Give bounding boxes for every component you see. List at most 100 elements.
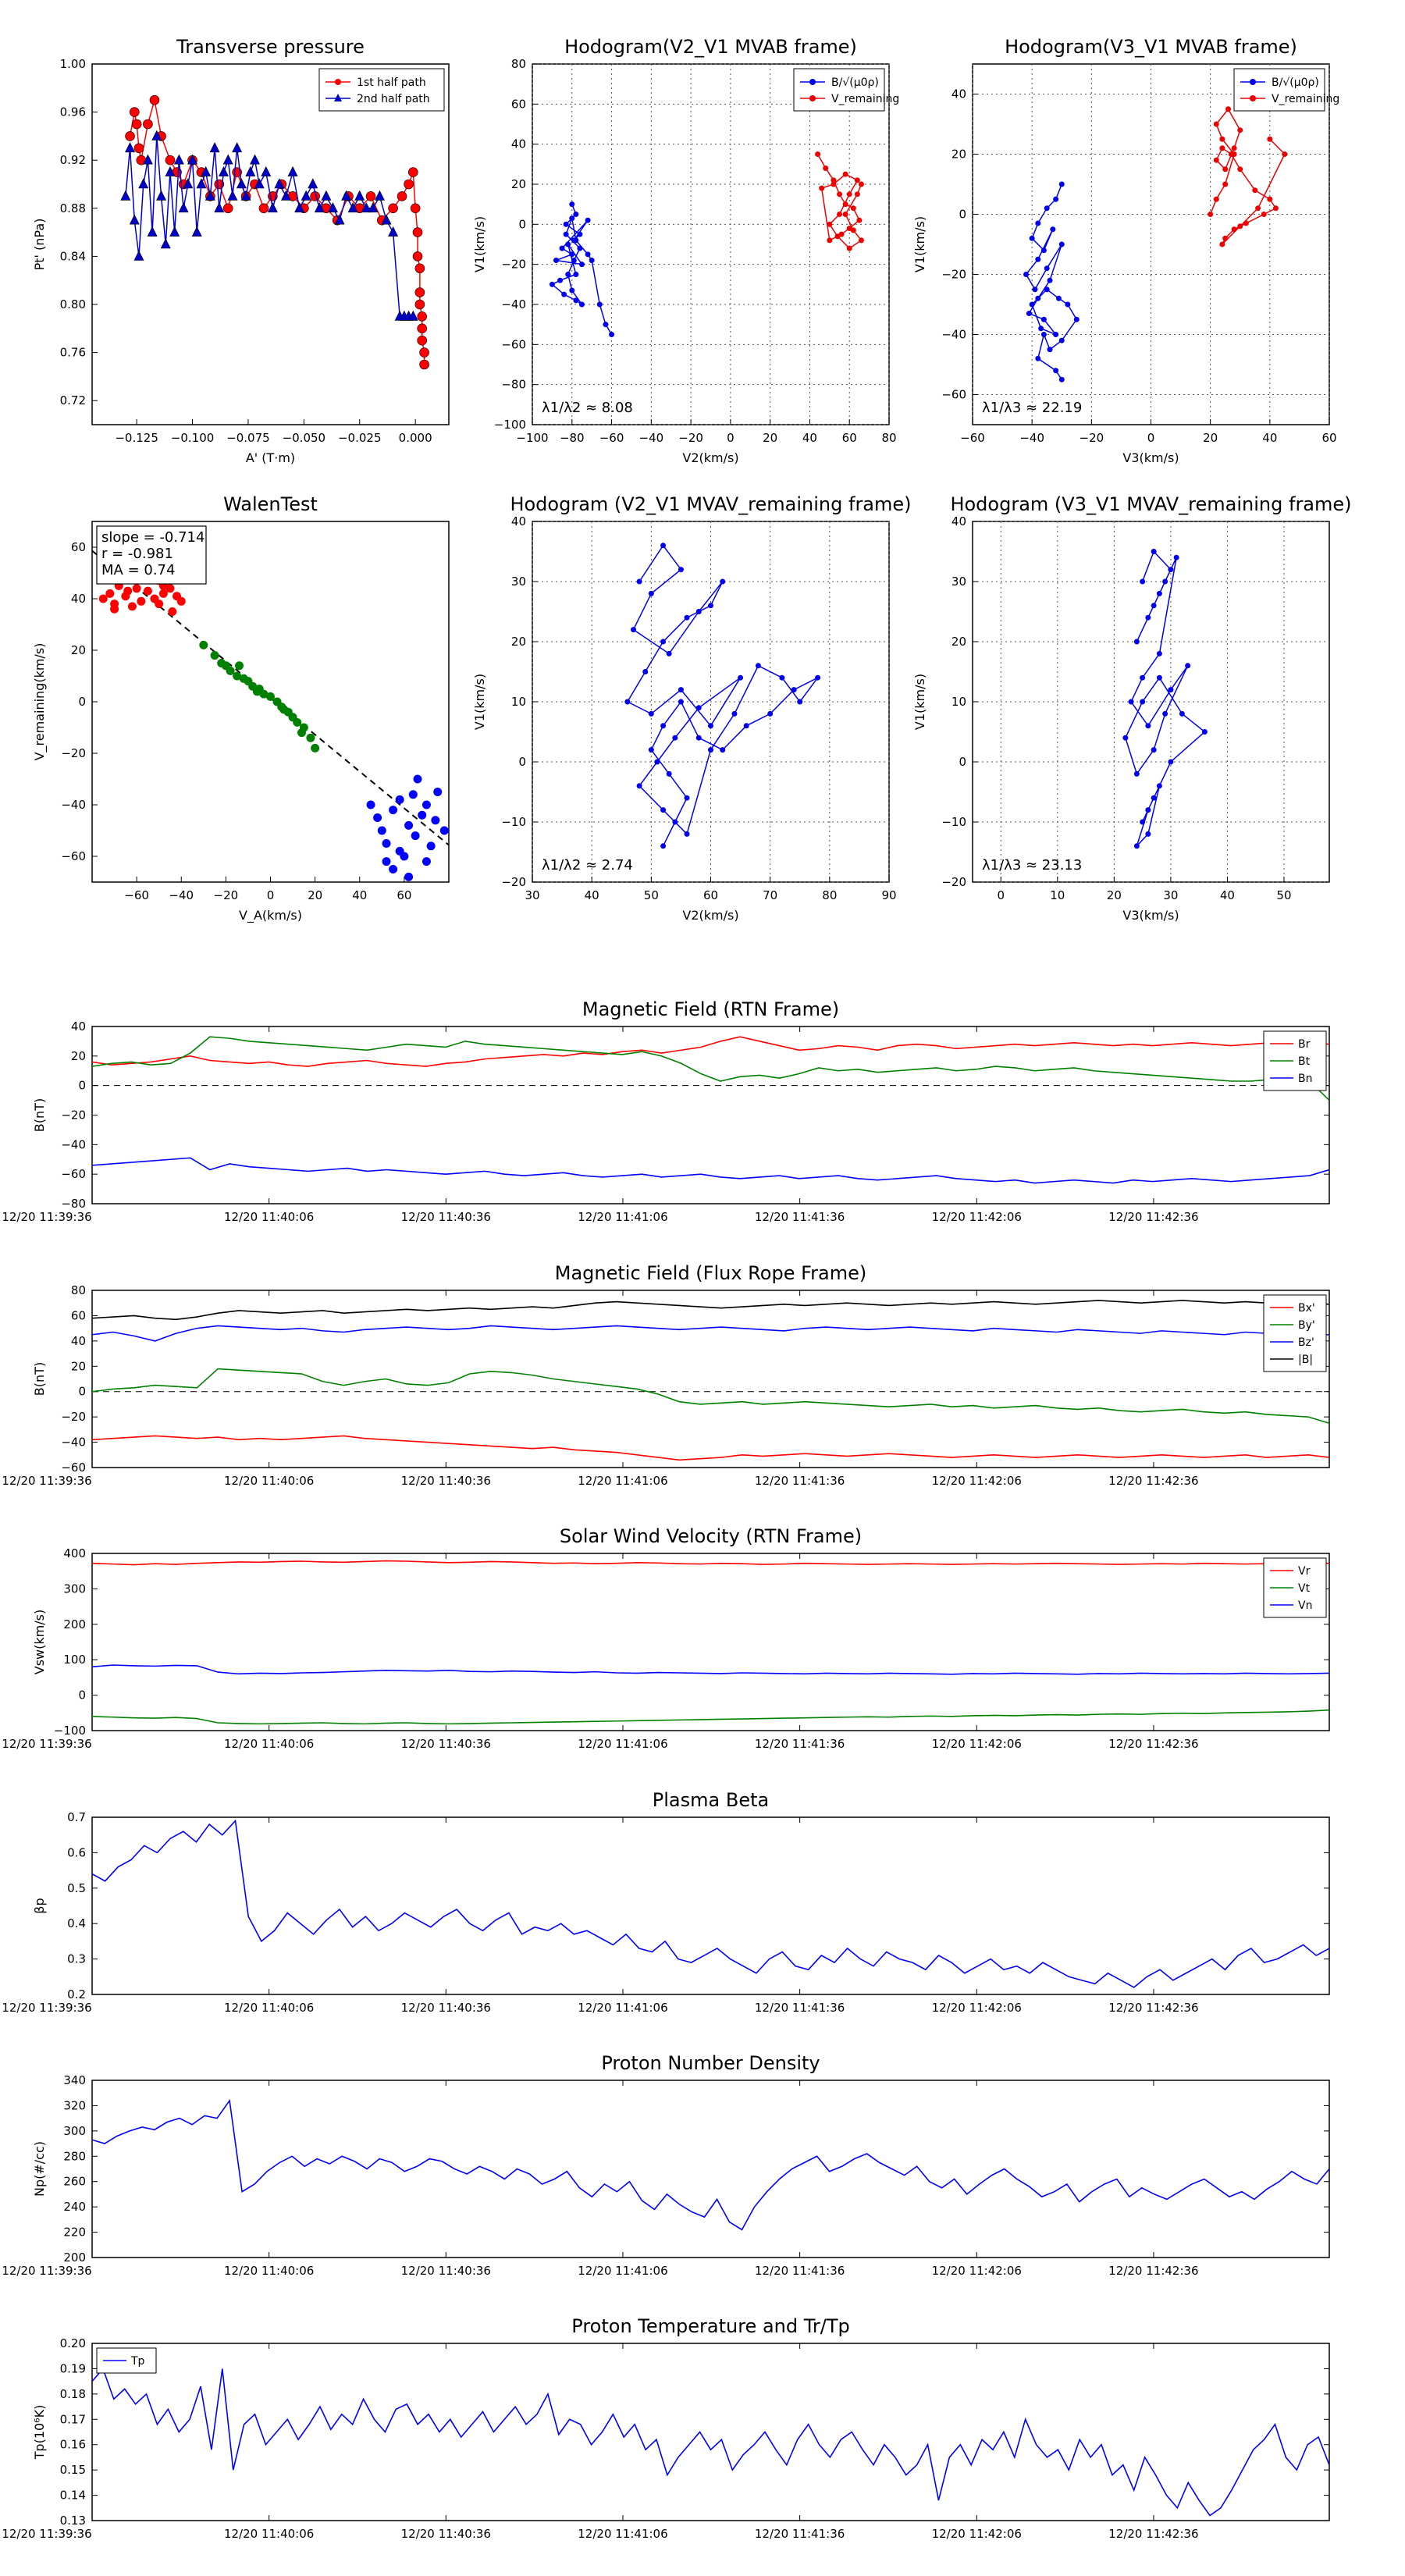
series-vr-line: [92, 1560, 1329, 1566]
data-point: [201, 165, 212, 176]
y-axis-label: V1(km/s): [912, 674, 927, 730]
data-point: [571, 258, 577, 264]
y-tick-label: 0.96: [60, 105, 86, 119]
legend-label: V_remaining: [1272, 93, 1339, 105]
plot-frame: [91, 1816, 1330, 1995]
walen-point: [176, 596, 186, 606]
y-tick-label: 60: [71, 540, 86, 554]
data-point: [1151, 549, 1157, 554]
data-point: [1173, 554, 1179, 560]
x-tick-label: 12/20 11:40:36: [401, 1210, 491, 1224]
data-point: [412, 251, 423, 262]
data-point: [660, 543, 667, 549]
data-point: [815, 674, 821, 681]
y-tick-label: −20: [941, 268, 966, 282]
x-tick-label: 20: [763, 431, 777, 445]
y-tick-label: 0: [518, 217, 526, 231]
x-tick-label: −80: [560, 431, 585, 445]
x-tick-label: 70: [763, 888, 777, 902]
data-point: [858, 237, 864, 244]
x-tick-label: 10: [1050, 888, 1065, 902]
plot-frame: [91, 1290, 1330, 1468]
legend-marker: [809, 95, 816, 101]
y-tick-label: 0.5: [67, 1881, 86, 1895]
data-point: [823, 165, 829, 171]
x-tick-label: 12/20 11:40:06: [224, 1474, 314, 1488]
legend-label: 2nd half path: [357, 93, 430, 105]
chart-np: Proton Number Density 12/20 11:39:36 12/20…: [2, 2052, 1330, 2278]
data-point: [585, 217, 591, 223]
walen-point: [422, 857, 431, 866]
chart-title: Plasma Beta: [653, 1789, 769, 1811]
data-point: [573, 212, 579, 217]
data-point: [321, 190, 332, 201]
walen-point: [418, 810, 427, 820]
x-tick-label: −0.025: [338, 431, 382, 445]
y-tick-label: 20: [951, 148, 966, 162]
x-tick-label: 40: [802, 431, 817, 445]
y-tick-label: 30: [951, 575, 966, 589]
data-point: [222, 154, 233, 165]
legend-marker: [335, 79, 341, 85]
data-point: [549, 281, 555, 287]
data-point: [183, 178, 194, 189]
x-tick-label: 12/20 11:41:36: [755, 1737, 845, 1751]
data-point: [1055, 295, 1062, 301]
data-point: [559, 245, 565, 251]
y-tick-label: −60: [941, 388, 966, 402]
data-point: [1225, 106, 1232, 112]
data-point: [1133, 843, 1140, 849]
data-point: [1151, 603, 1157, 609]
data-point: [1133, 770, 1140, 777]
data-point: [1231, 145, 1237, 151]
data-point: [1243, 220, 1249, 226]
data-point: [125, 131, 135, 141]
data-point: [666, 650, 672, 656]
chart-vel_rtn: Solar Wind Velocity (RTN Frame) 12/20 11:…: [2, 1525, 1330, 1751]
data-point: [1151, 795, 1157, 801]
series-b-line: [92, 1300, 1329, 1321]
x-axis-label: A' (T·m): [246, 450, 295, 465]
y-tick-label: 0: [959, 755, 966, 769]
data-point: [819, 185, 825, 191]
series-bn-line: [92, 1157, 1329, 1184]
walen-point: [411, 831, 420, 841]
walen-point: [235, 661, 244, 671]
data-point: [1029, 235, 1035, 241]
data-point: [205, 190, 215, 201]
legend-label: 1st half path: [357, 76, 426, 89]
y-tick-label: 0.3: [67, 1952, 86, 1966]
y-axis-label: Pt' (nPa): [32, 219, 47, 271]
x-tick-label: 12/20 11:41:06: [578, 2527, 667, 2541]
series-line-0: [1125, 550, 1206, 847]
x-tick-label: 12/20 11:39:36: [2, 2001, 91, 2015]
y-tick-label: 40: [71, 1019, 86, 1034]
data-point: [1133, 639, 1140, 645]
data-point: [609, 332, 615, 337]
x-tick-label: −40: [169, 888, 194, 902]
y-tick-label: 260: [63, 2175, 86, 2189]
data-point: [250, 154, 260, 165]
x-tick-label: 20: [308, 888, 322, 902]
data-point: [414, 299, 425, 310]
data-layer: [549, 151, 864, 337]
data-point: [147, 226, 158, 237]
y-tick-label: −40: [941, 328, 966, 342]
legend-label: Vt: [1298, 1582, 1311, 1595]
data-point: [414, 287, 425, 297]
x-tick-label: −60: [599, 431, 624, 445]
data-point: [1065, 301, 1071, 308]
stat-line: slope = -0.714: [101, 529, 205, 546]
data-point: [1156, 674, 1162, 681]
data-point: [846, 191, 852, 197]
data-point: [240, 190, 251, 201]
data-point: [1140, 674, 1146, 681]
data-point: [365, 191, 376, 201]
data-point: [227, 190, 238, 201]
x-tick-label: 12/20 11:42:06: [932, 1737, 1022, 1751]
data-layer: [92, 2098, 1329, 2231]
data-point: [160, 238, 171, 249]
x-tick-label: 12/20 11:39:36: [2, 2264, 91, 2278]
x-tick-label: 20: [1107, 888, 1122, 902]
legend-label: |B|: [1298, 1354, 1313, 1366]
